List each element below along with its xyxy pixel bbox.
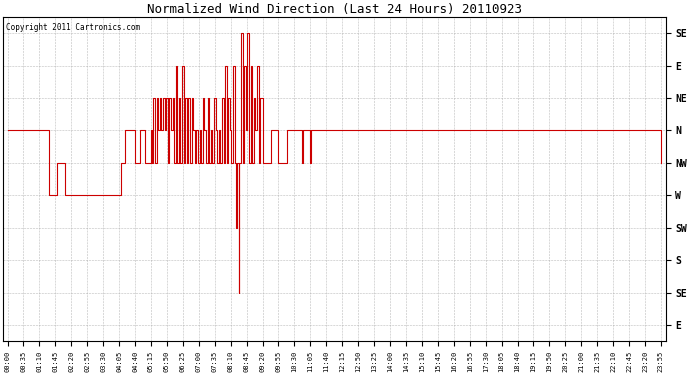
Title: Normalized Wind Direction (Last 24 Hours) 20110923: Normalized Wind Direction (Last 24 Hours…	[147, 3, 522, 16]
Text: Copyright 2011 Cartronics.com: Copyright 2011 Cartronics.com	[6, 23, 140, 32]
